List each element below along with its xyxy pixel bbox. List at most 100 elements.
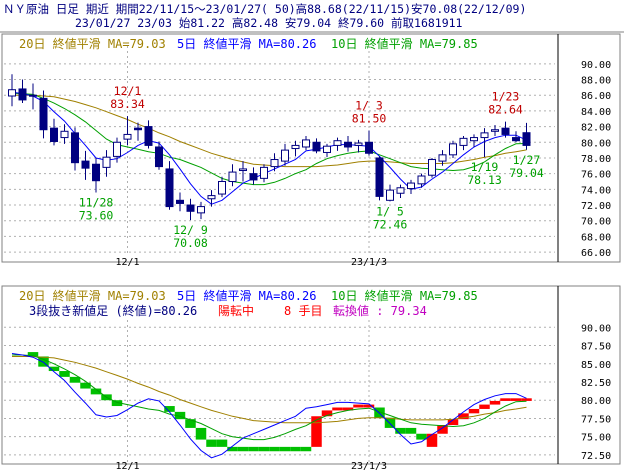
candle-body-up	[291, 144, 300, 150]
tlb-brick-down	[27, 352, 39, 357]
legend2-ma10: 10日 終値平滑 MA=79.85	[331, 288, 478, 303]
candle-body-up	[218, 180, 226, 195]
candle	[291, 140, 300, 157]
candle	[470, 134, 478, 147]
tlb-brick-down	[300, 446, 312, 452]
tlb-brick-down	[405, 427, 417, 434]
candle-body-up	[438, 154, 447, 162]
tlb-brick-up	[521, 398, 532, 401]
tlb-status-count: 8 手目	[284, 304, 322, 318]
candle-body-up	[197, 206, 205, 214]
candle-body-down	[18, 88, 27, 101]
tlb-brick-up	[458, 413, 469, 420]
candle-body-up	[270, 159, 279, 168]
candle	[113, 137, 121, 163]
candlestick-y-axis: 66.00 68.00 70.00 72.00 74.00 76.00 78.00 80.00…	[557, 34, 611, 262]
candlestick-y-tick-label: 90.00	[581, 60, 611, 71]
candle-body-down	[39, 97, 48, 131]
candle-body-down	[81, 160, 90, 169]
candle	[522, 122, 531, 150]
candle	[207, 190, 216, 207]
candlestick-x-tick-label: 23/1/3	[351, 257, 387, 268]
legend2-ma5: 5日 終値平滑 MA=80.26	[177, 288, 316, 303]
candle	[228, 164, 237, 187]
candlestick-y-tick-label: 82.00	[581, 123, 611, 134]
tlb-brick-down	[237, 446, 249, 452]
candle	[333, 137, 342, 151]
candlestick-y-tick-label: 84.00	[581, 107, 611, 118]
candlestick-ma-lines	[11, 91, 527, 205]
three-line-break-frame	[1, 285, 621, 465]
candle	[365, 130, 373, 156]
tlb-brick-up	[510, 398, 522, 401]
tlb-ma10-line	[12, 354, 527, 441]
candle	[186, 198, 195, 221]
candlestick-grid	[4, 46, 555, 256]
candle	[312, 138, 321, 154]
three-line-break-y-axis: 72.50 75.00 77.50 80.00 82.50 85.00 87.50 90.00	[557, 286, 611, 464]
candle	[50, 118, 58, 146]
annotation-value: 83.34	[110, 97, 145, 111]
candle-body-up	[60, 130, 69, 139]
tlb-brick-up	[342, 407, 354, 411]
candle	[270, 153, 279, 172]
candlestick-y-tick-label: 68.00	[581, 232, 611, 243]
candle-body-up	[396, 187, 405, 194]
candle	[165, 161, 174, 210]
candle	[92, 157, 100, 193]
annotation-date: 1/23	[492, 90, 520, 104]
candle	[260, 164, 268, 183]
candle	[218, 176, 226, 198]
tlb-brick-down	[69, 376, 81, 383]
tlb-y-tick-label: 77.50	[581, 414, 611, 425]
candle	[396, 184, 405, 198]
tlb-x-tick-label: 23/1/3	[351, 461, 387, 472]
candle	[449, 140, 457, 158]
tlb-y-tick-label: 72.50	[581, 451, 611, 462]
tlb-status-reversal: 転換値 : 79.34	[333, 303, 427, 318]
candle	[354, 139, 363, 153]
tlb-x-tick-label: 12/1	[115, 461, 139, 472]
tlb-brick-down	[48, 366, 60, 372]
three-line-break-ma-lines	[11, 353, 527, 459]
candle	[428, 157, 436, 178]
candle-body-up	[459, 137, 468, 146]
annotation-date: 1/19	[471, 160, 499, 174]
tlb-brick-up	[332, 407, 343, 411]
candle-body-up	[386, 189, 394, 201]
candle-body-up	[260, 166, 268, 179]
tlb-brick-down	[269, 446, 280, 452]
annotation-value: 79.04	[509, 166, 544, 180]
tlb-brick-down	[279, 446, 291, 452]
candle-body-down	[134, 127, 142, 131]
candle-body-down	[71, 132, 79, 164]
ma20-line	[12, 94, 527, 168]
candle-body-up	[102, 156, 111, 168]
legend-ma10: 10日 終値平滑 MA=79.85	[331, 36, 478, 51]
candle-body-down	[50, 127, 58, 142]
candle	[512, 131, 520, 143]
tlb-brick-down	[59, 371, 70, 377]
candle-body-down	[29, 94, 37, 97]
tlb-brick-up	[479, 404, 490, 409]
three-line-break-grid	[4, 320, 555, 462]
tlb-brick-down	[290, 446, 301, 452]
three-line-break-panel: 72.50 75.00 77.50 80.00 82.50 85.00 87.50 90.00…	[1, 285, 621, 472]
tlb-brick-down	[164, 406, 175, 412]
ma5-line	[11, 91, 527, 205]
annotation-date: 1/ 3	[355, 99, 383, 113]
candle	[176, 192, 184, 212]
candle	[134, 122, 142, 141]
candle-body-up	[491, 129, 499, 132]
candlestick-y-tick-label: 70.00	[581, 217, 611, 228]
tlb-brick-up	[468, 408, 480, 414]
legend-ma5: 5日 終値平滑 MA=80.26	[177, 36, 316, 51]
candle-body-down	[92, 163, 100, 182]
tlb-y-tick-label: 80.00	[581, 396, 611, 407]
tlb-brick-down	[227, 446, 238, 452]
candlestick-y-tick-label: 72.00	[581, 201, 611, 212]
candlestick-panel: 66.00 68.00 70.00 72.00 74.00 76.00 78.00 80.00…	[1, 33, 621, 268]
tlb-brick-down	[395, 427, 406, 434]
tlb-ma20-line	[12, 356, 527, 424]
candle	[123, 116, 132, 146]
